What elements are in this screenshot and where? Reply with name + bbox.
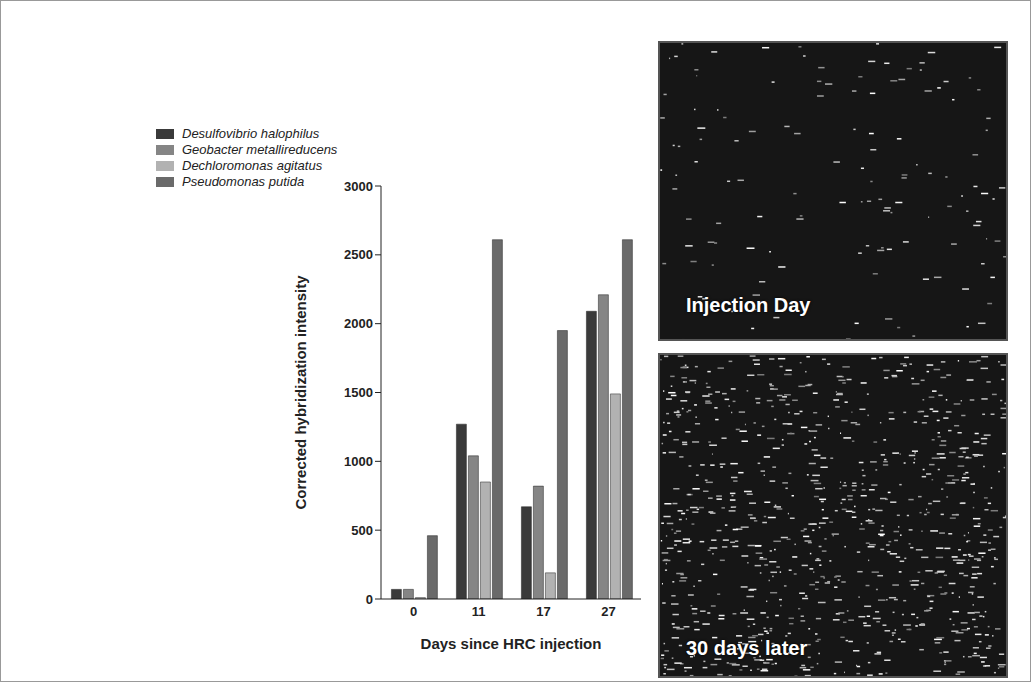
svg-text:17: 17 [536,604,550,619]
svg-text:Days since HRC injection: Days since HRC injection [421,635,602,652]
html-text:Geobacter metallireducens: Geobacter metallireducens [182,142,338,157]
svg-text:2000: 2000 [344,316,373,331]
svg-text:3000: 3000 [344,179,373,194]
html-text:Desulfovibrio halophilus: Desulfovibrio halophilus [182,126,320,141]
html-text:Injection Day: Injection Day [686,294,811,316]
svg-text:0: 0 [410,604,417,619]
svg-text:1000: 1000 [344,454,373,469]
svg-text:2500: 2500 [344,247,373,262]
html-text:30 days later: 30 days later [686,637,808,659]
html-text:Dechloromonas agitatus: Dechloromonas agitatus [182,158,323,173]
html-text:Pseudomonas putida: Pseudomonas putida [182,174,305,189]
svg-text:Corrected hybridization intens: Corrected hybridization intensity [292,275,309,510]
svg-text:1500: 1500 [344,385,373,400]
svg-text:27: 27 [601,604,615,619]
svg-text:11: 11 [472,604,486,619]
svg-text:500: 500 [351,523,373,538]
svg-text:0: 0 [366,592,373,607]
